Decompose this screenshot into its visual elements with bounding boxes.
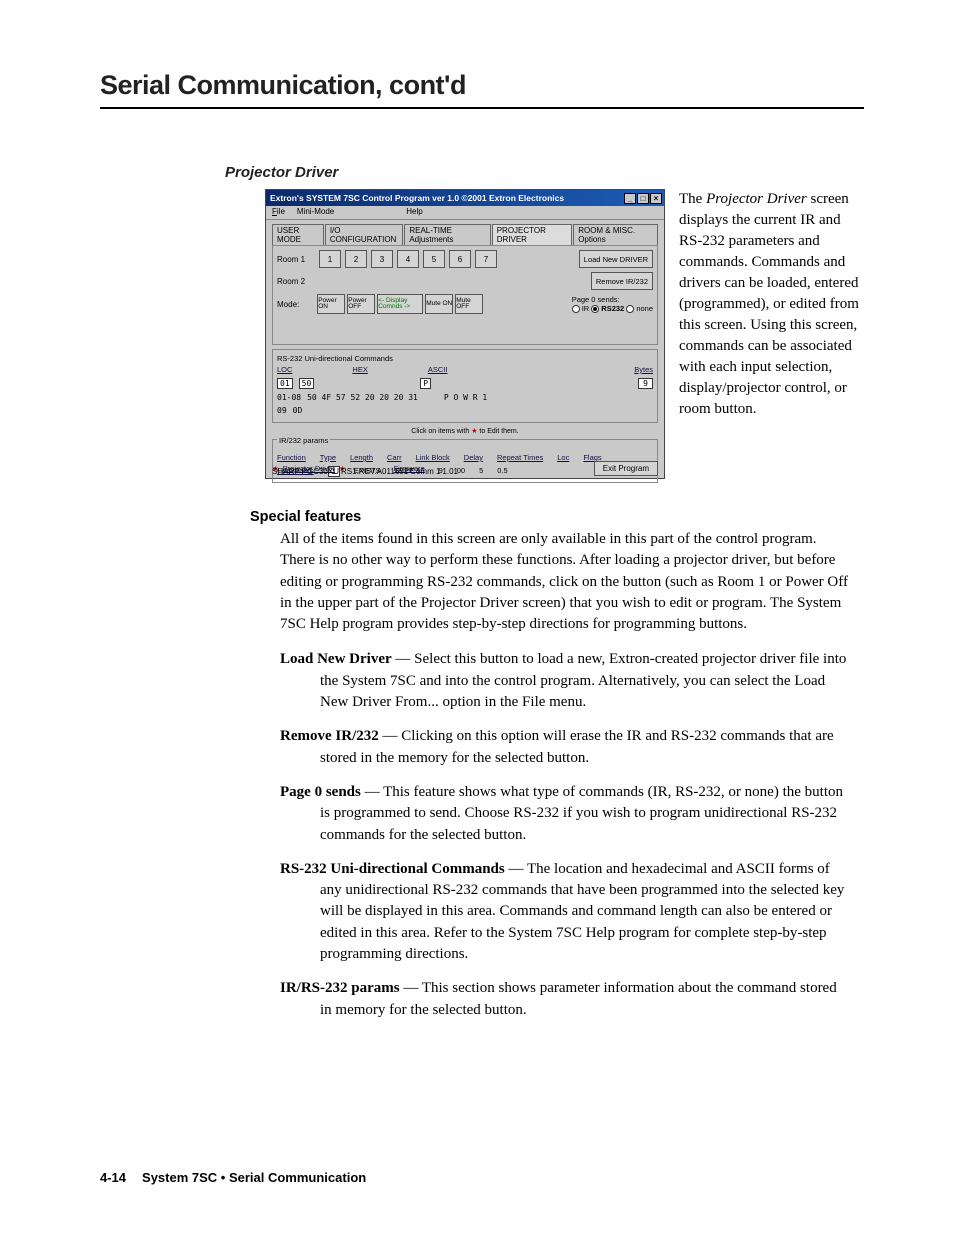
- def-term-1: Remove IR/232: [280, 728, 379, 744]
- def-load-new-driver: Load New Driver — Select this button to …: [280, 649, 852, 713]
- col-loc: LOC: [277, 365, 292, 374]
- loc-val-2: 09: [277, 406, 287, 415]
- page0-sends-group: Page 0 sends: IR RS232 none: [572, 295, 653, 313]
- footer-text: System 7SC • Serial Communication: [142, 1170, 366, 1185]
- room1-label: Room 1: [277, 255, 315, 264]
- radio-none[interactable]: [626, 305, 634, 313]
- tab-io-config[interactable]: I/O CONFIGURATION: [325, 224, 404, 245]
- def-page0-sends: Page 0 sends — This feature shows what t…: [280, 782, 852, 846]
- radio-rs232[interactable]: [591, 305, 599, 313]
- def-body-2: — This feature shows what type of comman…: [320, 784, 843, 843]
- room1-btn-1[interactable]: 1: [319, 250, 341, 268]
- room1-btn-3[interactable]: 3: [371, 250, 393, 268]
- side-text-1: The: [679, 191, 706, 207]
- bytes-val[interactable]: 9: [638, 378, 653, 389]
- params-title: IR/232 params: [277, 436, 330, 445]
- window-titlebar: Extron's SYSTEM 7SC Control Program ver …: [266, 190, 664, 206]
- status-comm: Comm 1: [410, 467, 440, 476]
- menu-file[interactable]: FFileile: [272, 207, 285, 218]
- room1-btn-6[interactable]: 6: [449, 250, 471, 268]
- power-on-button[interactable]: Power ON: [317, 294, 345, 314]
- load-new-driver-button[interactable]: Load New DRIVER: [579, 250, 653, 268]
- menu-bar: FFileile Mini-Mode Help: [266, 206, 664, 220]
- def-body-0: — Select this button to load a new, Extr…: [320, 651, 846, 710]
- room1-btn-4[interactable]: 4: [397, 250, 419, 268]
- loc-val-0[interactable]: 01: [277, 378, 293, 389]
- rs232-commands-panel: RS-232 Uni-directional Commands LOC HEX …: [272, 349, 658, 423]
- tab-user-mode[interactable]: USER MODE: [272, 224, 324, 245]
- col-bytes: Bytes: [634, 365, 653, 374]
- power-off-button[interactable]: Power OFF: [347, 294, 375, 314]
- def-term-3: RS-232 Uni-directional Commands: [280, 861, 505, 877]
- ascii-val[interactable]: P: [420, 378, 431, 389]
- hex-val-1: 50 4F 57 52 20 20 20 31: [307, 393, 418, 402]
- close-icon[interactable]: ×: [650, 193, 662, 204]
- special-features-heading: Special features: [250, 509, 864, 525]
- window-title: Extron's SYSTEM 7SC Control Program ver …: [270, 193, 564, 203]
- hex-val-2: 0D: [293, 406, 303, 415]
- room1-btn-5[interactable]: 5: [423, 250, 445, 268]
- def-ir-rs232-params: IR/RS-232 params — This section shows pa…: [280, 978, 852, 1021]
- page-number: 4-14: [100, 1170, 126, 1185]
- def-body-1: — Clicking on this option will erase the…: [320, 728, 834, 765]
- rs232-panel-title: RS-232 Uni-directional Commands: [277, 354, 653, 363]
- tab-projector-driver[interactable]: PROJECTOR DRIVER: [492, 224, 572, 245]
- status-device: SHARP PGC30XU: [272, 467, 339, 476]
- tab-room-misc[interactable]: ROOM & MISC. Options: [573, 224, 658, 245]
- status-ver: 1.01: [442, 467, 458, 476]
- remove-ir232-button[interactable]: Remove IR/232: [591, 272, 653, 290]
- minimize-icon[interactable]: _: [624, 193, 636, 204]
- projector-driver-screenshot: Extron's SYSTEM 7SC Control Program ver …: [265, 189, 665, 479]
- col-hex: HEX: [352, 365, 367, 374]
- section-title: Projector Driver: [225, 164, 864, 181]
- hex-val-0[interactable]: 50: [299, 378, 315, 389]
- radio-none-label: none: [636, 304, 653, 313]
- def-term-2: Page 0 sends: [280, 784, 361, 800]
- room1-btn-7[interactable]: 7: [475, 250, 497, 268]
- menu-help[interactable]: Help: [406, 207, 422, 218]
- status-rev: RS1.REV.A011601: [341, 467, 408, 476]
- def-term-0: Load New Driver: [280, 651, 392, 667]
- mute-off-button[interactable]: Mute OFF: [455, 294, 483, 314]
- def-remove-ir232: Remove IR/232 — Clicking on this option …: [280, 726, 852, 769]
- side-description: The Projector Driver screen displays the…: [679, 189, 864, 479]
- side-text-emphasis: Projector Driver: [706, 191, 807, 207]
- radio-rs232-label: RS232: [601, 304, 624, 313]
- rooms-panel: Room 1 1 2 3 4 5 6 7 Load New DRIVER Roo…: [272, 245, 658, 345]
- mode-label: Mode:: [277, 300, 299, 309]
- col-ascii: ASCII: [428, 365, 448, 374]
- page0-label: Page 0 sends:: [572, 295, 620, 304]
- side-text-3: screen displays the current IR and RS-23…: [679, 191, 859, 417]
- chapter-title: Serial Communication, cont'd: [100, 70, 864, 109]
- room2-label: Room 2: [277, 277, 315, 286]
- edit-note: Click on items with ★ to Edit them.: [266, 427, 664, 435]
- radio-ir-label: IR: [582, 304, 590, 313]
- intro-paragraph: All of the items found in this screen ar…: [280, 529, 852, 635]
- maximize-icon[interactable]: □: [637, 193, 649, 204]
- tab-realtime[interactable]: REAL-TIME Adjustments: [404, 224, 490, 245]
- tabs-row: USER MODE I/O CONFIGURATION REAL-TIME Ad…: [266, 220, 664, 245]
- display-commands-label: <- Display Comnds ->: [377, 294, 423, 314]
- def-term-4: IR/RS-232 params: [280, 980, 400, 996]
- page-footer: 4-14 System 7SC • Serial Communication: [100, 1170, 366, 1185]
- menu-mini-mode[interactable]: Mini-Mode: [297, 207, 334, 218]
- room1-btn-2[interactable]: 2: [345, 250, 367, 268]
- def-rs232-commands: RS-232 Uni-directional Commands — The lo…: [280, 859, 852, 965]
- ascii-row: P O W R 1: [444, 393, 487, 402]
- loc-val-1: 01-08: [277, 393, 301, 402]
- mute-on-button[interactable]: Mute ON: [425, 294, 453, 314]
- radio-ir[interactable]: [572, 305, 580, 313]
